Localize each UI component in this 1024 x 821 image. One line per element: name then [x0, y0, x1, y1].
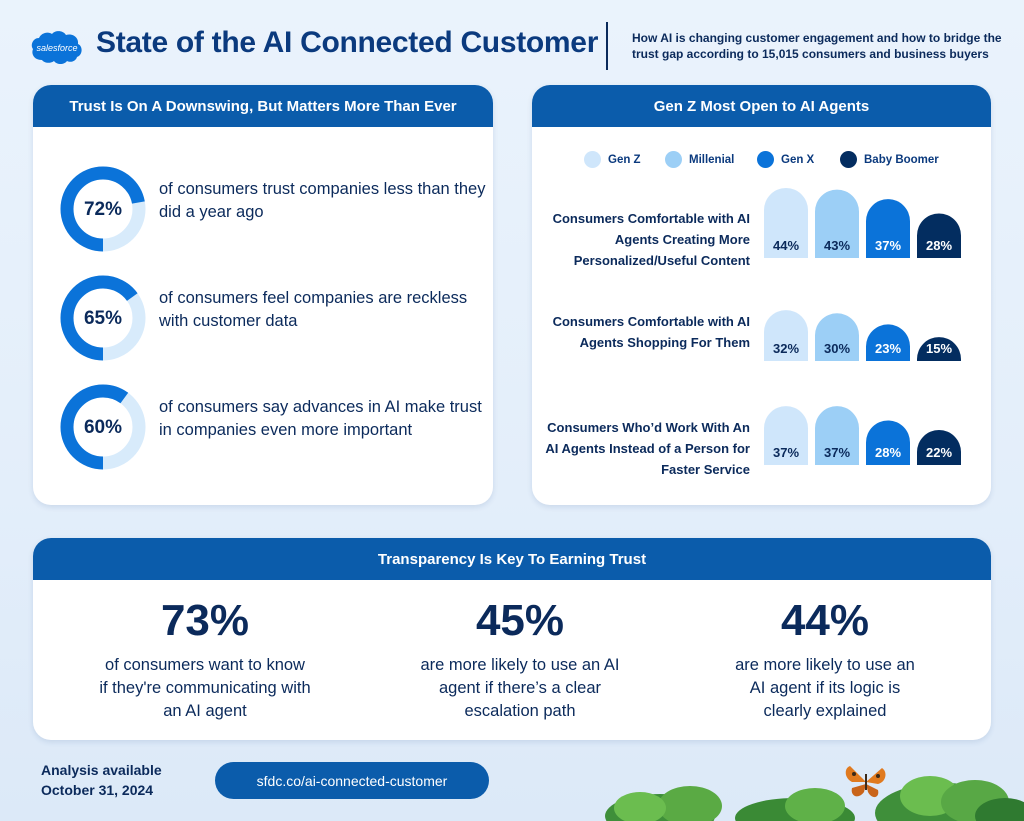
- donut-chart: 65%: [60, 275, 146, 361]
- legend-swatch: [665, 151, 682, 168]
- donut-fill: [60, 275, 146, 361]
- transparency-stat-1: 73% of consumers want to know if they're…: [55, 596, 355, 723]
- legend-swatch: [757, 151, 774, 168]
- stat-description: of consumers trust companies less than t…: [159, 180, 486, 221]
- big-stat-description: are more likely to use an AI agent if th…: [420, 656, 620, 720]
- foliage-illustration: [605, 776, 1024, 821]
- donut-chart: 60%: [60, 384, 146, 470]
- legend-label: Baby Boomer: [864, 153, 939, 166]
- header-divider: [606, 22, 608, 70]
- transparency-card: Transparency Is Key To Earning Trust 73%…: [33, 538, 991, 740]
- bar-value-label: 23%: [875, 341, 901, 356]
- big-stat-value: 73%: [160, 596, 250, 645]
- bar-value-label: 15%: [926, 341, 952, 356]
- legend-label: Millenial: [689, 153, 735, 166]
- bar: [866, 324, 910, 361]
- genz-card-title: Gen Z Most Open to AI Agents: [532, 85, 991, 127]
- trust-stat-3: 60% of consumers say advances in AI make…: [59, 383, 482, 473]
- logo-text: salesforce: [36, 43, 77, 53]
- donut-fill: [60, 166, 146, 252]
- bar-group: 32% 30% 23% 15%: [764, 310, 961, 361]
- bar-value-label: 28%: [926, 238, 952, 253]
- bar-value-label: 22%: [926, 445, 952, 460]
- big-stat-description: are more likely to use an AI agent if it…: [735, 656, 915, 720]
- bar-group: 37% 37% 28% 22%: [764, 406, 961, 465]
- analysis-date: Analysis available October 31, 2024: [41, 762, 162, 798]
- bar: [917, 430, 961, 465]
- bar-value-label: 43%: [824, 238, 850, 253]
- bar: [866, 199, 910, 258]
- stat-description: of consumers feel companies are reckless…: [159, 289, 468, 330]
- donut-value: 72%: [84, 199, 122, 220]
- transparency-card-title: Transparency Is Key To Earning Trust: [33, 538, 991, 580]
- donut-chart: 72%: [60, 166, 146, 252]
- big-stat-value: 45%: [475, 596, 565, 645]
- legend-swatch: [584, 151, 601, 168]
- bar-value-label: 37%: [773, 445, 799, 460]
- donut-value: 60%: [84, 417, 122, 438]
- big-stat-description: of consumers want to know if they're com…: [99, 656, 311, 720]
- bar: [764, 310, 808, 361]
- legend-item-baby-boomer: Baby Boomer: [840, 151, 939, 168]
- bar-value-label: 37%: [875, 238, 901, 253]
- legend-label: Gen Z: [608, 153, 641, 166]
- transparency-stat-2: 45% are more likely to use an AI agent i…: [370, 596, 670, 723]
- trust-stat-1: 72% of consumers trust companies less th…: [59, 165, 486, 255]
- legend-item-genx: Gen X: [757, 151, 814, 168]
- bar: [917, 213, 961, 258]
- big-stat-value: 44%: [780, 596, 870, 645]
- trust-card-title: Trust Is On A Downswing, But Matters Mor…: [33, 85, 493, 127]
- chart-row-label: Consumers Comfortable with AI Agents Cre…: [552, 211, 750, 268]
- bar-value-label: 44%: [773, 238, 799, 253]
- donut-fill: [60, 384, 146, 470]
- trust-card: Trust Is On A Downswing, But Matters Mor…: [33, 85, 493, 505]
- salesforce-logo: salesforce: [31, 31, 82, 64]
- genz-card: Gen Z Most Open to AI Agents Gen Z Mille…: [532, 85, 991, 505]
- chart-row-label: Consumers Who’d Work With An AI Agents I…: [545, 420, 750, 477]
- legend-item-genz: Gen Z: [584, 151, 641, 168]
- butterfly-illustration: [845, 766, 886, 798]
- legend-label: Gen X: [781, 153, 815, 166]
- bar-value-label: 37%: [824, 445, 850, 460]
- bar-value-label: 30%: [824, 341, 850, 356]
- bar: [917, 337, 961, 361]
- stat-description: of consumers say advances in AI make tru…: [159, 398, 482, 439]
- donut-value: 65%: [84, 308, 122, 329]
- bar: [815, 406, 859, 465]
- bar: [866, 420, 910, 465]
- bar-value-label: 32%: [773, 341, 799, 356]
- bar: [764, 406, 808, 465]
- trust-stat-2: 65% of consumers feel companies are reck…: [59, 274, 479, 364]
- chart-row-label: Consumers Comfortable with AI Agents Sho…: [552, 314, 750, 350]
- report-link-button[interactable]: sfdc.co/ai-connected-customer: [215, 762, 489, 799]
- bar: [815, 313, 859, 361]
- legend-swatch: [840, 151, 857, 168]
- bar-value-label: 28%: [875, 445, 901, 460]
- bar-group: 44% 43% 37% 28%: [764, 188, 961, 258]
- bar: [764, 188, 808, 258]
- chart-legend: Gen Z Millenial Gen X Baby Boomer: [532, 151, 991, 173]
- legend-item-millenial: Millenial: [665, 151, 734, 168]
- bar: [815, 189, 859, 258]
- page-subtitle: How AI is changing customer engagement a…: [632, 31, 1002, 61]
- page-title: State of the AI Connected Customer: [96, 26, 599, 59]
- transparency-stat-3: 44% are more likely to use an AI agent i…: [675, 596, 975, 723]
